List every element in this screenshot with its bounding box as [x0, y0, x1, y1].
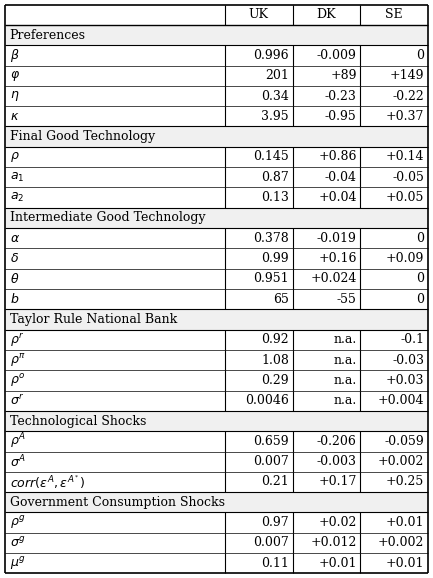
Text: +89: +89 [330, 69, 357, 82]
Text: $\rho^r$: $\rho^r$ [10, 331, 24, 349]
Text: 3.95: 3.95 [262, 110, 289, 123]
Text: 0.11: 0.11 [261, 557, 289, 570]
Text: Technological Shocks: Technological Shocks [10, 414, 146, 428]
Bar [5, 492, 428, 513]
Text: 0: 0 [417, 292, 424, 306]
Text: +0.37: +0.37 [386, 110, 424, 123]
Text: +0.004: +0.004 [378, 394, 424, 407]
Text: 0.145: 0.145 [253, 150, 289, 164]
Text: $\rho^o$: $\rho^o$ [10, 372, 25, 389]
Text: 1.08: 1.08 [261, 354, 289, 366]
Text: 0: 0 [417, 49, 424, 62]
Text: 0.92: 0.92 [262, 334, 289, 346]
Text: 0: 0 [417, 232, 424, 244]
Text: +0.01: +0.01 [318, 557, 357, 570]
Text: -0.04: -0.04 [325, 171, 357, 184]
Text: 0: 0 [417, 272, 424, 286]
Text: +0.04: +0.04 [318, 191, 357, 204]
Text: Government Consumption Shocks: Government Consumption Shocks [10, 496, 225, 509]
Text: n.a.: n.a. [333, 334, 357, 346]
Text: $\rho^A$: $\rho^A$ [10, 432, 26, 451]
Text: $\sigma^r$: $\sigma^r$ [10, 394, 24, 408]
Text: 0.0046: 0.0046 [245, 394, 289, 407]
Text: $corr(\varepsilon^A, \varepsilon^{A^*})$: $corr(\varepsilon^A, \varepsilon^{A^*})$ [10, 473, 85, 491]
Text: -0.23: -0.23 [325, 90, 357, 102]
Text: $\theta$: $\theta$ [10, 272, 19, 286]
Text: Preferences: Preferences [10, 28, 86, 42]
Text: 0.007: 0.007 [253, 536, 289, 550]
Text: $\sigma^A$: $\sigma^A$ [10, 453, 26, 470]
Text: n.a.: n.a. [333, 374, 357, 387]
Text: +0.01: +0.01 [386, 557, 424, 570]
Bar [5, 25, 428, 45]
Text: +0.024: +0.024 [310, 272, 357, 286]
Text: 0.87: 0.87 [262, 171, 289, 184]
Text: $a_2$: $a_2$ [10, 191, 24, 204]
Text: -0.009: -0.009 [317, 49, 357, 62]
Text: Final Good Technology: Final Good Technology [10, 130, 155, 143]
Text: -0.22: -0.22 [393, 90, 424, 102]
Bar [5, 411, 428, 431]
Text: +0.012: +0.012 [310, 536, 357, 550]
Text: -0.03: -0.03 [392, 354, 424, 366]
Text: +0.16: +0.16 [318, 252, 357, 265]
Text: +0.02: +0.02 [318, 516, 357, 529]
Text: $\sigma^g$: $\sigma^g$ [10, 536, 25, 550]
Text: 0.659: 0.659 [253, 435, 289, 448]
Text: +0.14: +0.14 [386, 150, 424, 164]
Text: 0.007: 0.007 [253, 455, 289, 468]
Text: DK: DK [317, 8, 336, 21]
Text: -0.95: -0.95 [325, 110, 357, 123]
Text: +0.002: +0.002 [378, 455, 424, 468]
Text: -0.05: -0.05 [392, 171, 424, 184]
Text: $\rho^{\pi}$: $\rho^{\pi}$ [10, 351, 26, 369]
Text: $b$: $b$ [10, 292, 19, 306]
Text: SE: SE [385, 8, 403, 21]
Text: n.a.: n.a. [333, 354, 357, 366]
Text: -0.059: -0.059 [385, 435, 424, 448]
Text: $\rho$: $\rho$ [10, 150, 19, 164]
Text: 0.951: 0.951 [253, 272, 289, 286]
Text: +0.01: +0.01 [386, 516, 424, 529]
Text: 0.378: 0.378 [253, 232, 289, 244]
Bar [5, 208, 428, 228]
Text: 201: 201 [265, 69, 289, 82]
Text: -55: -55 [337, 292, 357, 306]
Text: 65: 65 [273, 292, 289, 306]
Text: Intermediate Good Technology: Intermediate Good Technology [10, 212, 205, 224]
Text: -0.003: -0.003 [317, 455, 357, 468]
Text: UK: UK [249, 8, 269, 21]
Text: 0.99: 0.99 [262, 252, 289, 265]
Text: $\eta$: $\eta$ [10, 89, 19, 103]
Text: $\varphi$: $\varphi$ [10, 69, 19, 83]
Text: $\rho^g$: $\rho^g$ [10, 514, 25, 531]
Text: $\kappa$: $\kappa$ [10, 110, 19, 123]
Text: $\mu^g$: $\mu^g$ [10, 555, 26, 572]
Text: $a_1$: $a_1$ [10, 171, 24, 184]
Text: -0.1: -0.1 [401, 334, 424, 346]
Text: +0.09: +0.09 [386, 252, 424, 265]
Bar [5, 127, 428, 147]
Text: +149: +149 [390, 69, 424, 82]
Text: n.a.: n.a. [333, 394, 357, 407]
Text: 0.13: 0.13 [261, 191, 289, 204]
Text: $\beta$: $\beta$ [10, 47, 19, 64]
Text: +0.25: +0.25 [386, 476, 424, 488]
Text: Taylor Rule National Bank: Taylor Rule National Bank [10, 313, 177, 326]
Text: +0.03: +0.03 [386, 374, 424, 387]
Text: +0.002: +0.002 [378, 536, 424, 550]
Text: 0.21: 0.21 [262, 476, 289, 488]
Text: -0.206: -0.206 [317, 435, 357, 448]
Text: 0.34: 0.34 [261, 90, 289, 102]
Text: 0.29: 0.29 [262, 374, 289, 387]
Text: $\alpha$: $\alpha$ [10, 232, 19, 244]
Text: 0.996: 0.996 [253, 49, 289, 62]
Text: +0.17: +0.17 [318, 476, 357, 488]
Bar [5, 309, 428, 329]
Text: $\delta$: $\delta$ [10, 252, 19, 265]
Text: -0.019: -0.019 [317, 232, 357, 244]
Text: +0.05: +0.05 [386, 191, 424, 204]
Text: +0.86: +0.86 [318, 150, 357, 164]
Text: 0.97: 0.97 [262, 516, 289, 529]
